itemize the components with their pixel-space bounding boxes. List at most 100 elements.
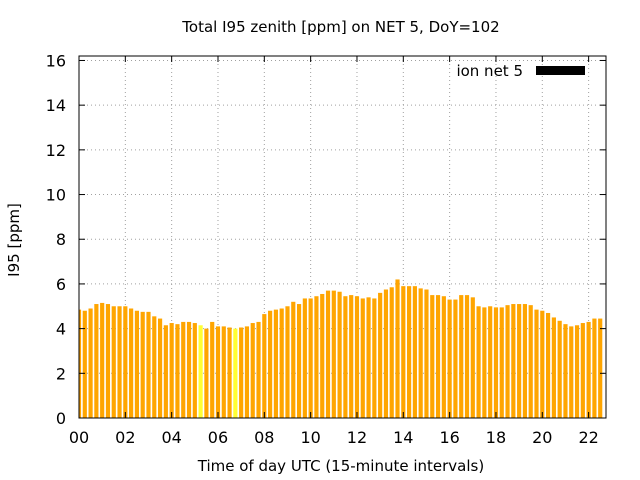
- bar: [296, 304, 302, 418]
- x-tick-label: 14: [393, 428, 413, 447]
- bar: [320, 293, 325, 418]
- bar: [383, 289, 389, 418]
- bar: [146, 311, 151, 418]
- bar: [366, 297, 371, 418]
- bar: [360, 298, 365, 418]
- bar: [482, 307, 487, 418]
- bar: [546, 312, 551, 418]
- x-tick-label: 22: [578, 428, 598, 447]
- bar: [100, 302, 105, 418]
- bar: [314, 296, 319, 418]
- y-tick-label: 4: [56, 320, 66, 339]
- bar: [534, 309, 539, 418]
- bar: [343, 296, 348, 418]
- bar: [129, 308, 134, 418]
- bar: [210, 321, 215, 418]
- x-tick-label: 02: [115, 428, 135, 447]
- x-tick-label: 00: [69, 428, 89, 447]
- bar: [186, 321, 192, 418]
- bar: [250, 323, 255, 418]
- bar: [586, 321, 591, 418]
- bar: [551, 317, 556, 418]
- plot-frame: [78, 55, 607, 419]
- y-tick-label: 0: [56, 409, 66, 428]
- bar: [204, 328, 209, 418]
- bar: [407, 286, 412, 418]
- bar: [285, 306, 290, 418]
- bar: [117, 306, 122, 418]
- y-tick-label: 14: [46, 96, 66, 115]
- x-tick-label: 04: [161, 428, 181, 447]
- bar: [476, 306, 481, 418]
- bar: [291, 301, 296, 418]
- y-tick-label: 8: [56, 230, 66, 249]
- bar: [395, 279, 400, 418]
- grid: [79, 56, 606, 418]
- bar: [464, 295, 470, 418]
- bar: [302, 298, 307, 418]
- x-tick-label: 18: [486, 428, 506, 447]
- bar: [372, 298, 377, 418]
- bar: [227, 327, 232, 418]
- bar: [401, 286, 406, 418]
- bar: [470, 297, 475, 418]
- bar: [79, 309, 82, 418]
- x-tick-label: 10: [300, 428, 320, 447]
- bar: [88, 308, 93, 418]
- bar: [517, 304, 522, 418]
- y-tick-label: 12: [46, 141, 66, 160]
- bar: [215, 326, 221, 418]
- bars: [79, 279, 603, 418]
- bar: [268, 310, 273, 418]
- chart-title: Total I95 zenith [ppm] on NET 5, DoY=102: [181, 18, 499, 36]
- x-tick-label: 08: [254, 428, 274, 447]
- bar: [192, 323, 197, 418]
- bar: [308, 298, 313, 418]
- bar: [580, 323, 585, 418]
- y-tick-label: 16: [46, 51, 66, 70]
- x-tick-label: 06: [208, 428, 228, 447]
- legend-label: ion net 5: [456, 62, 523, 80]
- legend: ion net 5: [456, 62, 585, 80]
- bar: [239, 327, 244, 418]
- bar: [134, 310, 139, 418]
- bar: [447, 299, 452, 418]
- bar: [488, 306, 493, 418]
- bar: [430, 295, 435, 418]
- bar: [592, 318, 597, 418]
- bar: [325, 290, 331, 418]
- bar: [123, 306, 128, 418]
- bar: [273, 309, 278, 418]
- y-axis-title: I95 [ppm]: [5, 203, 23, 277]
- bar: [493, 307, 499, 418]
- bar: [389, 287, 394, 418]
- bar: [244, 326, 250, 418]
- y-tick-label: 10: [46, 186, 66, 205]
- bar: [441, 296, 446, 418]
- bar: [424, 289, 429, 418]
- bar: [279, 308, 284, 418]
- y-tick-label: 2: [56, 364, 66, 383]
- bar: [378, 292, 383, 418]
- bar: [528, 305, 533, 418]
- bar: [557, 320, 562, 418]
- x-tick-label: 12: [347, 428, 367, 447]
- bar: [412, 286, 417, 418]
- bar: [94, 304, 99, 418]
- bar: [262, 314, 267, 418]
- bar: [349, 295, 354, 418]
- bar: [354, 296, 360, 418]
- bar: [337, 291, 342, 418]
- bar: [175, 324, 180, 418]
- y-tick-label: 6: [56, 275, 66, 294]
- bar: [111, 306, 116, 418]
- bar: [505, 305, 510, 418]
- bar: [453, 299, 458, 418]
- bar: [163, 325, 168, 418]
- bar: [540, 310, 545, 418]
- bar: [418, 288, 423, 418]
- bar: [169, 323, 174, 418]
- bar: [198, 325, 203, 418]
- bar: [511, 304, 516, 418]
